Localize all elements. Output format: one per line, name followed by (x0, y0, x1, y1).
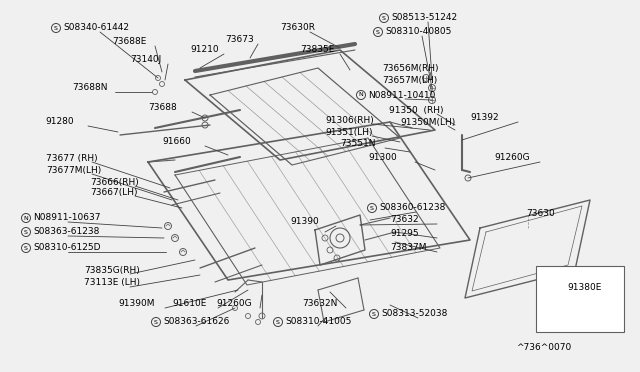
Text: S: S (376, 29, 380, 35)
Text: 91295: 91295 (390, 230, 419, 238)
Text: 73673: 73673 (225, 35, 253, 45)
Text: 73656M(RH): 73656M(RH) (382, 64, 438, 73)
Text: S08310-40805: S08310-40805 (385, 28, 451, 36)
Text: 73666(RH): 73666(RH) (90, 177, 139, 186)
Text: 91260G: 91260G (216, 299, 252, 308)
Text: N08911-10637: N08911-10637 (33, 214, 100, 222)
Text: 91280: 91280 (45, 118, 74, 126)
Text: 73632N: 73632N (302, 299, 337, 308)
Text: 73657M(LH): 73657M(LH) (382, 76, 437, 84)
Text: S08513-51242: S08513-51242 (391, 13, 457, 22)
Text: S08313-52038: S08313-52038 (381, 310, 447, 318)
Text: 73632: 73632 (390, 215, 419, 224)
Text: 91390M: 91390M (118, 299, 154, 308)
Text: 91260G: 91260G (494, 154, 530, 163)
Text: 73688: 73688 (148, 103, 177, 112)
Text: ^736^0070: ^736^0070 (516, 343, 572, 353)
Text: 73688E: 73688E (112, 38, 147, 46)
Text: 91350M(LH): 91350M(LH) (400, 118, 455, 126)
Text: 73677M(LH): 73677M(LH) (46, 166, 101, 174)
Text: 91306(RH): 91306(RH) (325, 115, 374, 125)
Text: N08911-10410: N08911-10410 (368, 90, 435, 99)
Text: 73667(LH): 73667(LH) (90, 187, 138, 196)
Text: S: S (54, 26, 58, 31)
Text: 73630: 73630 (526, 209, 555, 218)
Text: S08363-61238: S08363-61238 (33, 228, 99, 237)
Text: 91610E: 91610E (172, 299, 206, 308)
Bar (536, 266, 624, 332)
Text: S: S (370, 205, 374, 211)
Text: 73835G(RH): 73835G(RH) (84, 266, 140, 275)
Text: S: S (24, 246, 28, 250)
Text: N: N (24, 215, 28, 221)
Text: 73835E: 73835E (300, 45, 334, 55)
Text: 91300: 91300 (368, 154, 397, 163)
Text: 73688N: 73688N (72, 83, 108, 93)
Text: 91390: 91390 (290, 218, 319, 227)
Text: S: S (24, 230, 28, 234)
Text: 73630R: 73630R (280, 23, 315, 32)
Text: 73837M: 73837M (390, 244, 426, 253)
Text: S08340-61442: S08340-61442 (63, 23, 129, 32)
Text: 91660: 91660 (162, 138, 191, 147)
Text: S08363-61626: S08363-61626 (163, 317, 229, 327)
Text: 91210: 91210 (190, 45, 219, 55)
Text: 73551N: 73551N (340, 140, 376, 148)
Text: 91350  (RH): 91350 (RH) (389, 106, 444, 115)
Text: 73140J: 73140J (130, 55, 161, 64)
Text: S08310-41005: S08310-41005 (285, 317, 351, 327)
Text: 91351(LH): 91351(LH) (325, 128, 372, 137)
Text: 73113E (LH): 73113E (LH) (84, 279, 140, 288)
Text: 73677 (RH): 73677 (RH) (46, 154, 98, 163)
Text: N: N (358, 93, 364, 97)
Text: S: S (276, 320, 280, 324)
Text: S: S (382, 16, 386, 20)
Text: 91380E: 91380E (567, 283, 602, 292)
Text: 91392: 91392 (470, 113, 499, 122)
Text: S: S (372, 311, 376, 317)
Text: S: S (154, 320, 158, 324)
Text: S08310-6125D: S08310-6125D (33, 244, 100, 253)
Text: S08360-61238: S08360-61238 (379, 203, 445, 212)
